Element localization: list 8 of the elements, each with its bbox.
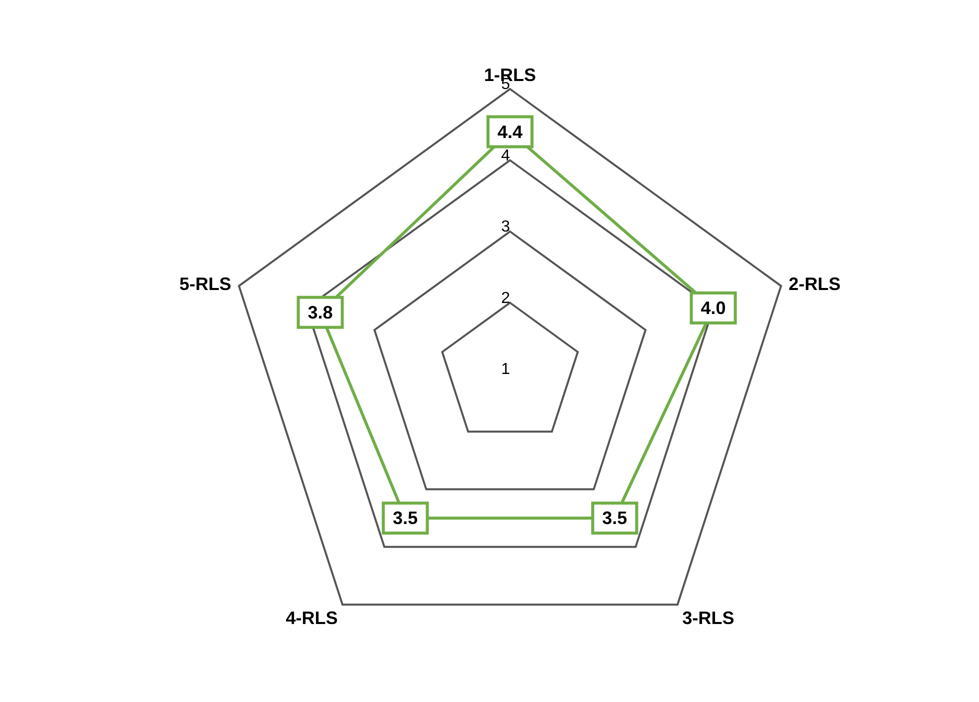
spoke-label: 5-RLS xyxy=(179,274,232,294)
spoke-label: 3-RLS xyxy=(682,608,734,628)
y-tick-label: 2 xyxy=(501,290,510,307)
y-tick-label: 3 xyxy=(501,218,510,236)
y-tick-label: 4 xyxy=(501,147,510,164)
spoke-label: 4-RLS xyxy=(286,608,338,628)
spoke-label: 2-RLS xyxy=(788,274,841,294)
y-tick-label: 1 xyxy=(501,361,510,378)
